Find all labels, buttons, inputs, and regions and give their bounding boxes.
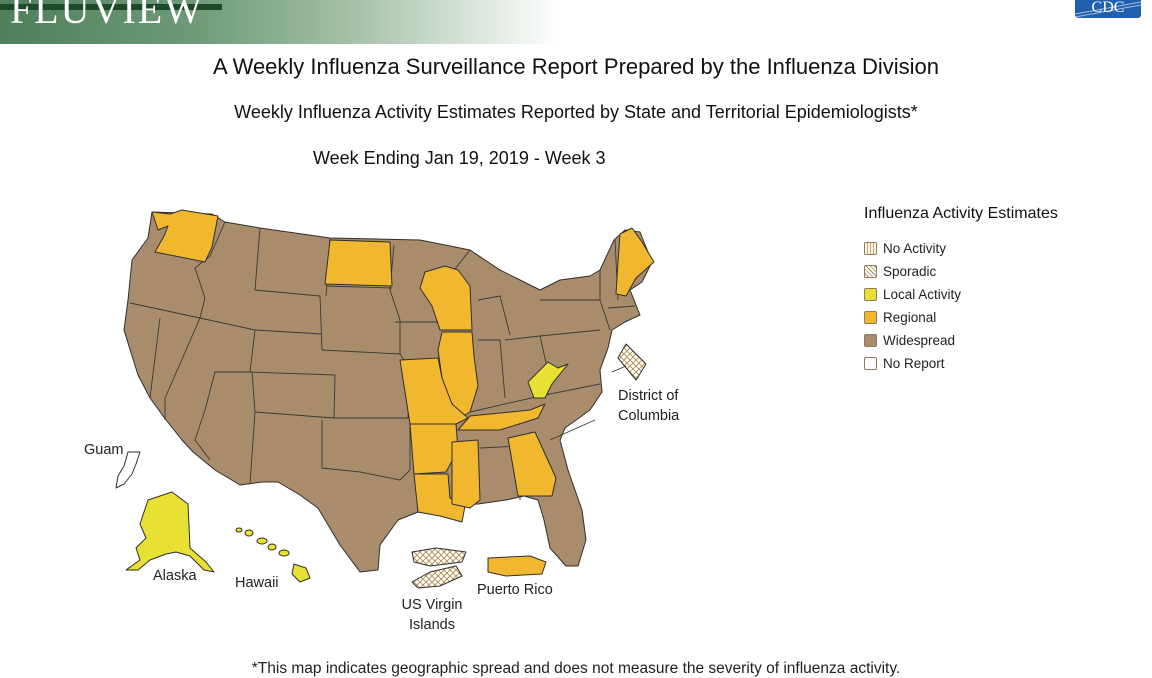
label-usvi-line2: Islands — [409, 617, 455, 633]
banner-title: FLUVIEW — [10, 0, 204, 32]
territory-district-of-columbia — [617, 343, 647, 381]
state-louisiana — [413, 473, 466, 523]
label-usvi: US Virgin Islands — [396, 595, 468, 635]
swatch-regional — [864, 311, 877, 324]
label-usvi-line1: US Virgin — [401, 597, 463, 613]
swatch-widespread — [864, 334, 877, 347]
legend-label: Widespread — [883, 333, 956, 348]
page-subtitle: Weekly Influenza Activity Estimates Repo… — [234, 102, 918, 122]
legend-item-no-activity: No Activity — [864, 237, 1058, 260]
legend-item-no-report: No Report — [864, 352, 1058, 375]
legend-item-local: Local Activity — [864, 283, 1058, 306]
legend-label: Regional — [883, 310, 937, 325]
state-west-virginia — [527, 361, 569, 399]
fluview-banner: FLUVIEW — [0, 0, 560, 44]
legend-item-sporadic: Sporadic — [864, 260, 1058, 283]
territory-puerto-rico — [487, 555, 547, 577]
label-alaska: Alaska — [153, 568, 197, 584]
banner-bar — [0, 4, 222, 10]
legend-label: No Activity — [883, 241, 947, 256]
legend-title: Influenza Activity Estimates — [864, 205, 1058, 222]
swatch-local — [864, 288, 877, 301]
state-mississippi — [451, 439, 481, 509]
legend-item-widespread: Widespread — [864, 329, 1058, 352]
state-wisconsin — [419, 265, 473, 331]
label-dc: District of Columbia — [618, 386, 679, 426]
label-puerto-rico: Puerto Rico — [477, 582, 553, 598]
regional-states — [151, 209, 655, 523]
state-alaska — [125, 491, 215, 573]
state-georgia — [507, 431, 557, 497]
label-dc-line1: District of — [618, 388, 679, 404]
legend-label: Local Activity — [883, 287, 962, 302]
territory-usvi-1 — [411, 547, 467, 567]
footnote: *This map indicates geographic spread an… — [251, 660, 901, 677]
cdc-logo[interactable]: CDC — [1075, 0, 1141, 18]
swatch-no-activity — [864, 242, 877, 255]
territory-usvi-2 — [411, 565, 463, 589]
legend-item-regional: Regional — [864, 306, 1058, 329]
state-north-dakota — [324, 239, 393, 287]
legend: Influenza Activity Estimates No Activity… — [864, 205, 1058, 375]
swatch-no-report — [864, 357, 877, 370]
state-maine — [615, 227, 655, 297]
svg-text:CDC: CDC — [1092, 0, 1125, 16]
label-hawaii: Hawaii — [235, 575, 279, 591]
state-tennessee — [457, 403, 546, 431]
label-guam: Guam — [84, 442, 124, 458]
week-label: Week Ending Jan 19, 2019 - Week 3 — [313, 148, 606, 168]
legend-label: No Report — [883, 356, 945, 371]
territory-guam — [115, 451, 141, 489]
state-hawaii — [235, 527, 311, 583]
label-dc-line2: Columbia — [618, 408, 680, 424]
page-title: A Weekly Influenza Surveillance Report P… — [213, 54, 939, 79]
swatch-sporadic — [864, 265, 877, 278]
state-washington — [151, 209, 219, 263]
legend-label: Sporadic — [883, 264, 937, 279]
